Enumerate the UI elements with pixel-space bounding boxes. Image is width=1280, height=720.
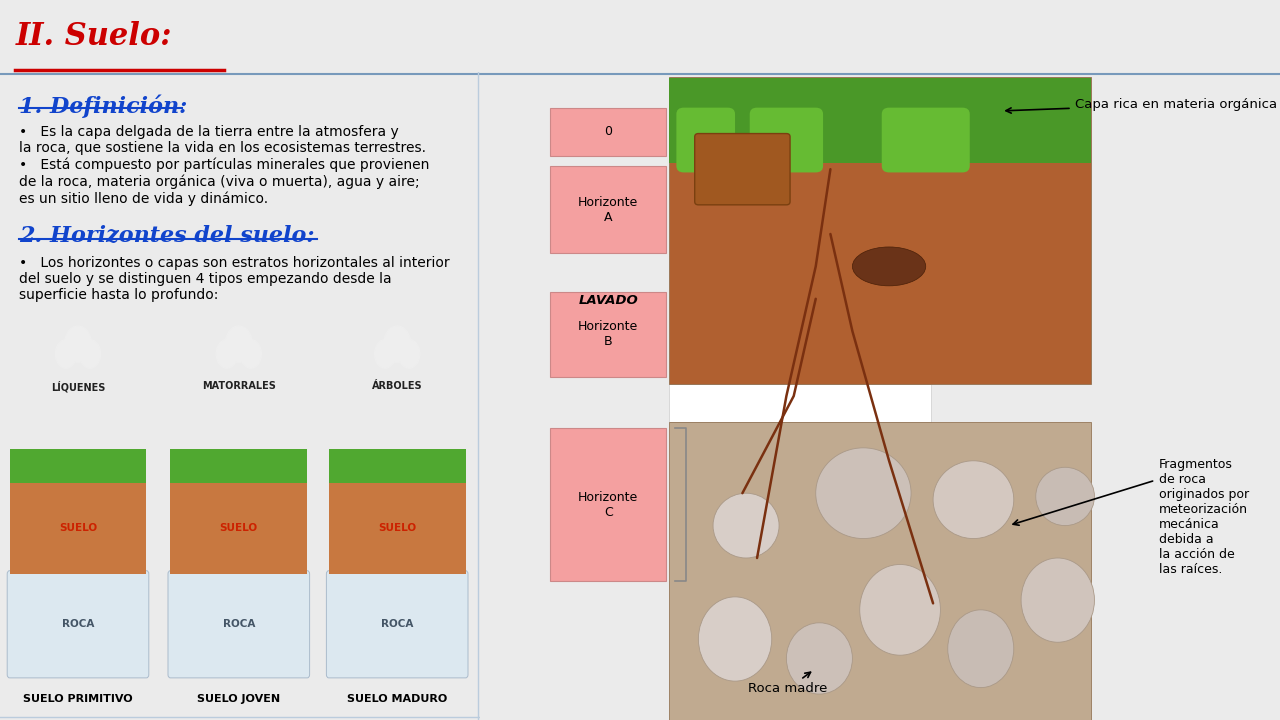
Circle shape xyxy=(216,340,237,368)
Text: ROCA: ROCA xyxy=(223,619,255,629)
Text: •   Está compuesto por partículas minerales que provienen
de la roca, materia or: • Está compuesto por partículas minerale… xyxy=(19,158,430,206)
Ellipse shape xyxy=(933,461,1014,539)
FancyBboxPatch shape xyxy=(695,133,790,204)
Text: SUELO: SUELO xyxy=(59,523,97,534)
Ellipse shape xyxy=(947,610,1014,688)
FancyBboxPatch shape xyxy=(882,107,970,173)
Text: SUELO JOVEN: SUELO JOVEN xyxy=(197,694,280,704)
Text: 0: 0 xyxy=(604,125,612,138)
FancyBboxPatch shape xyxy=(170,449,307,483)
FancyBboxPatch shape xyxy=(329,483,466,574)
Circle shape xyxy=(241,340,261,368)
Ellipse shape xyxy=(786,623,852,694)
FancyBboxPatch shape xyxy=(170,483,307,574)
Text: LÍQUENES: LÍQUENES xyxy=(51,381,105,392)
Circle shape xyxy=(64,326,91,362)
Text: II. Suelo:: II. Suelo: xyxy=(15,21,172,52)
Circle shape xyxy=(55,340,77,368)
FancyBboxPatch shape xyxy=(326,571,468,678)
Text: •   Los horizontes o capas son estratos horizontales al interior
del suelo y se : • Los horizontes o capas son estratos ho… xyxy=(19,256,449,302)
FancyBboxPatch shape xyxy=(10,449,146,483)
FancyBboxPatch shape xyxy=(676,107,735,173)
Text: Horizonte
C: Horizonte C xyxy=(579,490,639,518)
FancyBboxPatch shape xyxy=(669,76,1091,384)
Text: 2. Horizontes del suelo:: 2. Horizontes del suelo: xyxy=(19,224,315,246)
Text: LAVADO: LAVADO xyxy=(579,294,637,307)
Circle shape xyxy=(375,340,396,368)
Text: SUELO MADURO: SUELO MADURO xyxy=(347,694,447,704)
Text: •   Es la capa delgada de la tierra entre la atmosfera y
la roca, que sostiene l: • Es la capa delgada de la tierra entre … xyxy=(19,125,426,156)
Circle shape xyxy=(225,326,252,362)
Text: ROCA: ROCA xyxy=(381,619,413,629)
Text: ÁRBOLES: ÁRBOLES xyxy=(372,382,422,391)
Text: 1. Definición:: 1. Definición: xyxy=(19,95,188,118)
FancyBboxPatch shape xyxy=(550,292,666,377)
FancyBboxPatch shape xyxy=(669,422,1091,720)
Ellipse shape xyxy=(713,493,780,558)
FancyBboxPatch shape xyxy=(168,571,310,678)
Ellipse shape xyxy=(1036,467,1094,526)
Text: SUELO: SUELO xyxy=(220,523,257,534)
Circle shape xyxy=(398,340,420,368)
Text: Roca madre: Roca madre xyxy=(749,672,828,696)
FancyBboxPatch shape xyxy=(10,483,146,574)
FancyBboxPatch shape xyxy=(550,166,666,253)
Ellipse shape xyxy=(1021,558,1094,642)
Ellipse shape xyxy=(852,247,925,286)
FancyBboxPatch shape xyxy=(750,107,823,173)
FancyBboxPatch shape xyxy=(669,384,931,422)
Circle shape xyxy=(79,340,101,368)
Ellipse shape xyxy=(860,564,941,655)
Text: SUELO PRIMITIVO: SUELO PRIMITIVO xyxy=(23,694,133,704)
Text: Horizonte
B: Horizonte B xyxy=(579,320,639,348)
Text: MATORRALES: MATORRALES xyxy=(202,382,275,391)
FancyBboxPatch shape xyxy=(329,449,466,483)
Text: Capa rica en materia orgánica: Capa rica en materia orgánica xyxy=(1006,98,1276,113)
FancyBboxPatch shape xyxy=(8,571,148,678)
FancyBboxPatch shape xyxy=(669,78,1091,163)
Ellipse shape xyxy=(815,448,911,539)
Text: Horizonte
A: Horizonte A xyxy=(579,196,639,224)
Text: SUELO: SUELO xyxy=(378,523,416,534)
Circle shape xyxy=(384,326,411,362)
FancyBboxPatch shape xyxy=(550,107,666,156)
Text: ROCA: ROCA xyxy=(61,619,95,629)
Ellipse shape xyxy=(699,597,772,681)
FancyBboxPatch shape xyxy=(550,428,666,580)
Text: Fragmentos
de roca
originados por
meteorización
mecánica
debida a
la acción de
l: Fragmentos de roca originados por meteor… xyxy=(1158,458,1249,575)
